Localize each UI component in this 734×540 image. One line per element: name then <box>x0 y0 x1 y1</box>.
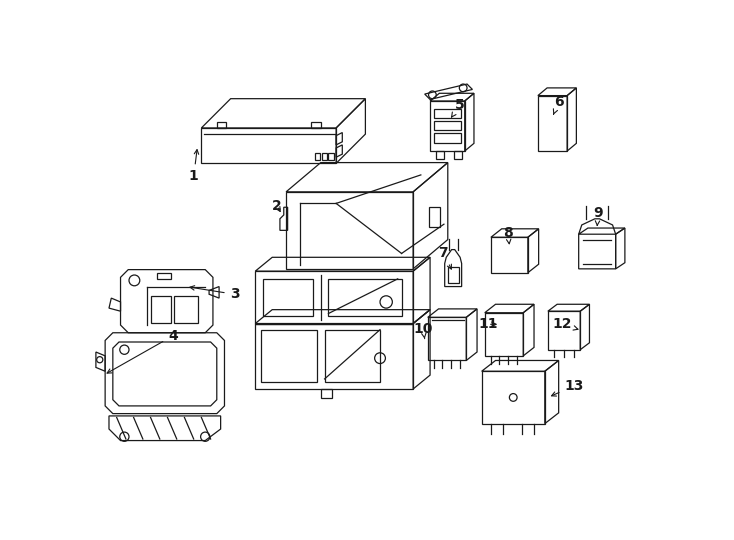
Bar <box>321 153 327 160</box>
Text: 5: 5 <box>451 98 465 117</box>
Bar <box>454 151 462 159</box>
Text: 12: 12 <box>552 318 578 332</box>
Bar <box>434 121 461 130</box>
Bar <box>263 279 313 316</box>
Bar <box>429 207 440 226</box>
Bar <box>151 296 170 323</box>
Bar <box>434 109 461 118</box>
Text: 3: 3 <box>190 286 239 301</box>
Bar <box>491 237 528 273</box>
Bar <box>328 279 401 316</box>
Text: 13: 13 <box>551 379 584 396</box>
Text: 11: 11 <box>478 318 498 332</box>
Bar <box>324 330 380 382</box>
Text: 8: 8 <box>503 226 513 244</box>
Text: 10: 10 <box>413 322 433 339</box>
Bar <box>482 372 545 423</box>
Bar <box>261 330 317 382</box>
Bar <box>484 313 523 356</box>
Bar <box>175 296 197 323</box>
Bar <box>548 311 580 350</box>
Text: 1: 1 <box>189 150 199 184</box>
Text: 4: 4 <box>107 329 178 373</box>
Bar <box>436 151 444 159</box>
Bar <box>434 133 461 143</box>
Text: 9: 9 <box>593 206 603 226</box>
Text: 7: 7 <box>438 246 451 269</box>
Text: 2: 2 <box>272 199 282 213</box>
Bar <box>328 153 334 160</box>
Text: 6: 6 <box>553 94 564 114</box>
Bar <box>428 318 466 361</box>
Bar <box>158 273 171 279</box>
Bar <box>315 153 320 160</box>
